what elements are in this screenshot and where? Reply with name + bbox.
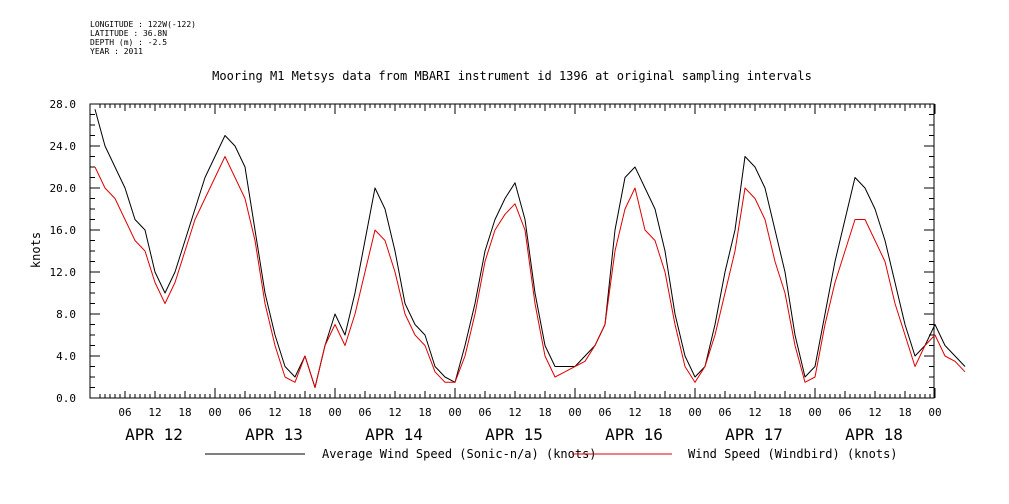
x-tick-label: 18 — [898, 406, 911, 419]
y-tick-label: 0.0 — [56, 392, 76, 405]
legend-label-windbird: Wind Speed (Windbird) (knots) — [688, 447, 898, 461]
chart-title: Mooring M1 Metsys data from MBARI instru… — [212, 69, 812, 83]
x-tick-label: 00 — [928, 406, 941, 419]
x-day-label: APR 16 — [605, 425, 663, 444]
x-tick-label: 06 — [598, 406, 611, 419]
x-tick-label: 00 — [808, 406, 821, 419]
x-tick-label: 00 — [448, 406, 461, 419]
x-tick-label: 00 — [688, 406, 701, 419]
x-tick-label: 06 — [238, 406, 251, 419]
depth-label: DEPTH (m) : -2.5 — [90, 38, 168, 47]
x-tick-label: 12 — [628, 406, 641, 419]
y-tick-label: 4.0 — [56, 350, 76, 363]
series-group — [94, 109, 966, 388]
x-day-label: APR 13 — [245, 425, 303, 444]
x-tick-label: 06 — [478, 406, 491, 419]
axes: 0.0 4.0 8.0 12.0 16.0 20.0 24.0 28.0 06 12 18 00 06 1… — [50, 98, 942, 444]
x-tick-label: 06 — [118, 406, 131, 419]
x-tick-label: 00 — [208, 406, 221, 419]
x-tick-label: 18 — [298, 406, 311, 419]
x-tick-label: 12 — [508, 406, 521, 419]
y-tick-label: 20.0 — [50, 182, 77, 195]
y-tick-label: 24.0 — [50, 140, 77, 153]
x-day-label: APR 14 — [365, 425, 423, 444]
x-day-label: APR 15 — [485, 425, 543, 444]
y-axis-label: knots — [29, 232, 43, 268]
x-day-label: APR 12 — [125, 425, 183, 444]
latitude-label: LATITUDE : 36.8N — [90, 29, 168, 38]
x-tick-label: 18 — [538, 406, 551, 419]
x-tick-label: 00 — [328, 406, 341, 419]
x-tick-label: 12 — [748, 406, 761, 419]
x-tick-label: 18 — [658, 406, 671, 419]
x-tick-label: 12 — [868, 406, 881, 419]
y-tick-label: 28.0 — [50, 98, 77, 111]
x-tick-label: 06 — [358, 406, 371, 419]
y-tick-label: 8.0 — [56, 308, 76, 321]
x-tick-label: 00 — [568, 406, 581, 419]
x-tick-label: 12 — [268, 406, 281, 419]
x-day-label: APR 18 — [845, 425, 903, 444]
x-tick-label: 18 — [178, 406, 191, 419]
longitude-label: LONGITUDE : 122W(-122) — [90, 20, 196, 29]
x-day-label: APR 17 — [725, 425, 783, 444]
legend-label-average: Average Wind Speed (Sonic-n/a) (knots) — [322, 447, 597, 461]
y-tick-label: 16.0 — [50, 224, 77, 237]
x-tick-label: 06 — [838, 406, 851, 419]
plot-frame — [89, 103, 935, 399]
x-tick-label: 12 — [388, 406, 401, 419]
year-label: YEAR : 2011 — [90, 47, 143, 56]
x-tick-label: 18 — [778, 406, 791, 419]
legend: Average Wind Speed (Sonic-n/a) (knots) W… — [205, 447, 898, 461]
series-line-windbird-wind-speed — [94, 156, 966, 388]
station-metadata: LONGITUDE : 122W(-122) LATITUDE : 36.8N … — [90, 20, 196, 56]
series-line-average-wind-speed — [94, 109, 966, 388]
x-tick-label: 12 — [148, 406, 161, 419]
x-tick-label: 06 — [718, 406, 731, 419]
x-tick-label: 18 — [418, 406, 431, 419]
y-tick-label: 12.0 — [50, 266, 77, 279]
